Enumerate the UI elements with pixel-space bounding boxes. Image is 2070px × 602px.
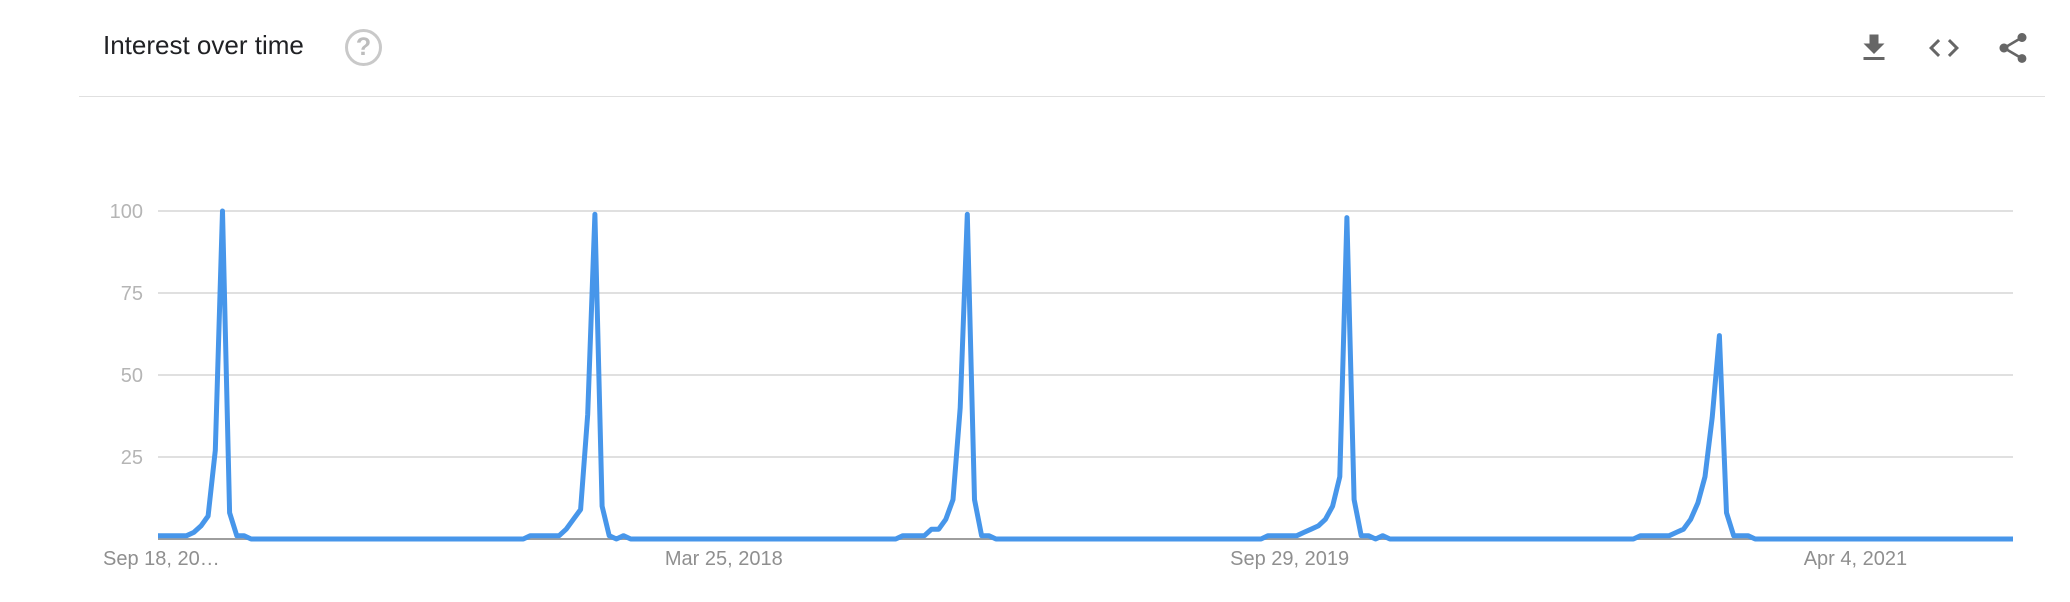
x-tick-label: Sep 29, 2019 [1230,548,1349,570]
share-icon[interactable] [1995,30,2031,66]
y-tick-label: 75 [121,283,143,305]
y-tick-label: 100 [110,201,143,223]
header-divider [79,96,2045,97]
code-icon[interactable] [1926,30,1962,66]
y-tick-label: 25 [121,447,143,469]
x-tick-label: Sep 18, 20… [103,548,220,570]
y-tick-label: 50 [121,365,143,387]
chart-title: Interest over time [103,30,304,60]
x-tick-label: Mar 25, 2018 [665,548,783,570]
download-icon[interactable] [1856,30,1892,66]
help-circle-icon[interactable]: ? [345,29,382,66]
x-tick-label: Apr 4, 2021 [1804,548,1907,570]
series-line [158,208,2013,542]
